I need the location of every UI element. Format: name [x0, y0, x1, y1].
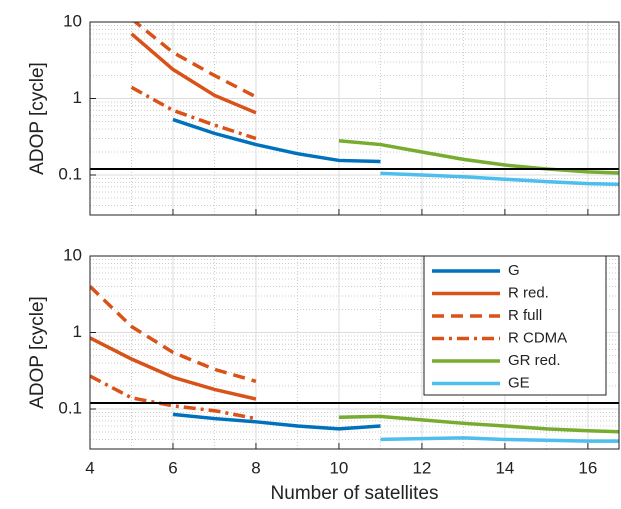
series-line: [132, 22, 257, 99]
series-line: [172, 412, 381, 431]
y-axis-label: ADOP [cycle]: [27, 62, 48, 175]
series-line: [380, 436, 619, 443]
series-line: [380, 171, 619, 187]
y-tick-label: 0.1: [58, 164, 82, 183]
plot-area: [90, 22, 619, 187]
y-tick-label: 1: [73, 322, 82, 341]
legend-label: R CDMA: [508, 329, 567, 346]
series-line: [338, 414, 619, 434]
legend-label: GR red.: [508, 352, 561, 369]
axes-box: [89, 21, 620, 216]
series-line: [130, 32, 257, 115]
axes-box: [89, 255, 620, 450]
legend-label: G: [508, 262, 520, 279]
y-tick-label: 0.1: [58, 398, 82, 417]
series-line: [338, 139, 619, 175]
y-tick-label: 10: [63, 11, 82, 30]
x-tick-label: 14: [495, 458, 514, 477]
x-tick-label: 4: [85, 458, 94, 477]
series-line: [90, 374, 257, 421]
y-axis-label: ADOP [cycle]: [27, 296, 48, 409]
series-line: [130, 85, 257, 141]
x-tick-label: 8: [251, 458, 260, 477]
series-line: [90, 285, 257, 384]
x-tick-label: 16: [578, 458, 597, 477]
legend-label: R red.: [508, 284, 549, 301]
legend-box: [423, 255, 607, 396]
y-tick-label: 10: [63, 245, 82, 264]
x-tick-label: 10: [329, 458, 348, 477]
legend-label: R full: [508, 307, 542, 324]
x-axis-label: Number of satellites: [271, 483, 439, 504]
x-tick-label: 12: [412, 458, 431, 477]
legend-label: GE: [508, 374, 530, 391]
x-tick-label: 6: [168, 458, 177, 477]
y-tick-label: 1: [73, 88, 82, 107]
series-line: [172, 117, 381, 164]
plot-area: [90, 285, 619, 443]
series-line: [90, 336, 257, 401]
